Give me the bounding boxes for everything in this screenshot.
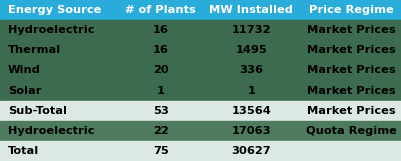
Text: 1: 1 bbox=[247, 85, 255, 96]
Text: 75: 75 bbox=[152, 146, 168, 156]
Bar bbox=[0, 121, 401, 141]
Text: Market Prices: Market Prices bbox=[307, 25, 395, 35]
Bar bbox=[0, 20, 401, 40]
Text: 17063: 17063 bbox=[231, 126, 270, 136]
Text: 1: 1 bbox=[156, 85, 164, 96]
Text: 20: 20 bbox=[152, 65, 168, 76]
Text: 13564: 13564 bbox=[231, 106, 270, 116]
Text: Price Regime: Price Regime bbox=[309, 5, 393, 15]
Text: 11732: 11732 bbox=[231, 25, 270, 35]
Text: Thermal: Thermal bbox=[8, 45, 61, 55]
Text: 336: 336 bbox=[239, 65, 263, 76]
Bar bbox=[0, 80, 401, 101]
Text: Market Prices: Market Prices bbox=[307, 65, 395, 76]
Text: Market Prices: Market Prices bbox=[307, 45, 395, 55]
Bar bbox=[0, 0, 401, 20]
Text: 22: 22 bbox=[152, 126, 168, 136]
Text: Solar: Solar bbox=[8, 85, 41, 96]
Text: 30627: 30627 bbox=[231, 146, 270, 156]
Text: 16: 16 bbox=[152, 25, 168, 35]
Text: Energy Source: Energy Source bbox=[8, 5, 101, 15]
Text: Sub-Total: Sub-Total bbox=[8, 106, 67, 116]
Text: Wind: Wind bbox=[8, 65, 41, 76]
Text: 1495: 1495 bbox=[235, 45, 266, 55]
Text: 53: 53 bbox=[152, 106, 168, 116]
Text: Market Prices: Market Prices bbox=[307, 85, 395, 96]
Text: Hydroelectric: Hydroelectric bbox=[8, 126, 94, 136]
Text: # of Plants: # of Plants bbox=[125, 5, 196, 15]
Text: Hydroelectric: Hydroelectric bbox=[8, 25, 94, 35]
Text: 16: 16 bbox=[152, 45, 168, 55]
Text: Total: Total bbox=[8, 146, 39, 156]
Text: MW Installed: MW Installed bbox=[209, 5, 292, 15]
Bar bbox=[0, 40, 401, 60]
Bar bbox=[0, 60, 401, 80]
Bar bbox=[0, 101, 401, 121]
Text: Market Prices: Market Prices bbox=[307, 106, 395, 116]
Text: Quota Regime: Quota Regime bbox=[306, 126, 396, 136]
Bar bbox=[0, 141, 401, 161]
